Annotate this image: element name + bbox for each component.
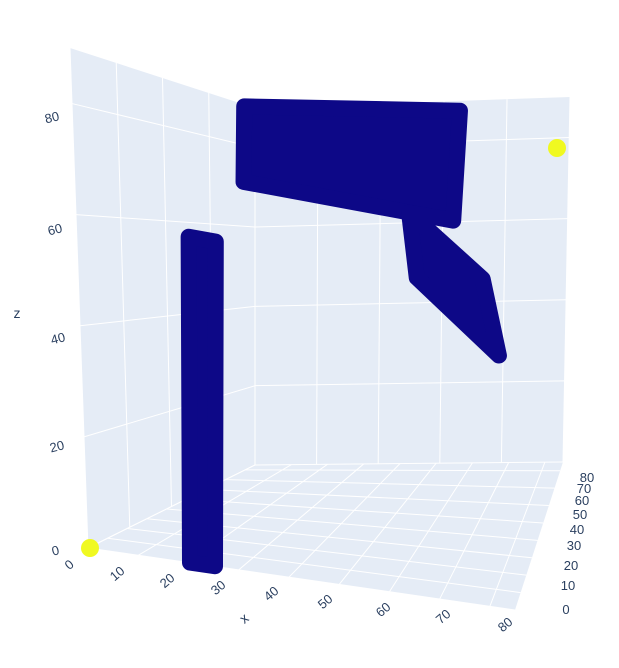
y-tick-label: 0 [562, 602, 569, 617]
x-tick-label: 10 [107, 563, 128, 584]
z-tick-label: 80 [43, 108, 61, 126]
y-tick-label: 80 [580, 470, 594, 485]
x-tick-label: 70 [433, 606, 454, 627]
grid-line [254, 299, 567, 307]
z-tick-label: 20 [48, 437, 66, 455]
grid-line [489, 461, 546, 607]
x-tick-label: 30 [208, 577, 229, 598]
data-marks [81, 98, 566, 575]
z-axis-title: z [14, 305, 21, 321]
grid-line [79, 305, 256, 327]
y-tick-label: 40 [570, 522, 584, 537]
x-tick-label: 80 [495, 614, 516, 635]
grid-line [225, 479, 555, 489]
grid-line [500, 99, 508, 463]
grid-line [562, 96, 571, 463]
grid-line [388, 462, 473, 593]
back-wall-left [70, 48, 255, 548]
grid-line [205, 488, 549, 507]
grid-line [254, 461, 564, 466]
grid-line [288, 463, 401, 578]
grid-line [338, 462, 437, 585]
data-point-marker[interactable] [81, 539, 99, 557]
z-tick-label: 40 [49, 329, 67, 347]
y-tick-label: 20 [564, 558, 578, 573]
z-tick-label: 60 [46, 220, 64, 238]
x-tick-label: 60 [373, 599, 394, 620]
grid-line [238, 463, 365, 571]
data-point-cluster[interactable] [180, 228, 224, 575]
x-axis-title: x [236, 610, 252, 627]
x-tick-label: 40 [261, 583, 282, 604]
grid-line [254, 380, 565, 387]
y-tick-label: 60 [575, 493, 589, 508]
grid-line [71, 103, 256, 149]
y-tick-label: 50 [573, 507, 587, 522]
x-tick-label: 0 [62, 556, 77, 572]
y-tick-label: 70 [577, 481, 591, 496]
grid-line [245, 469, 561, 472]
data-point-cluster[interactable] [235, 98, 468, 229]
grid-line [166, 508, 538, 541]
y-tick-label: 10 [561, 578, 575, 593]
grid-line [87, 464, 256, 549]
grid-line [162, 77, 172, 507]
x-tick-label: 20 [157, 570, 178, 591]
grid-line [115, 62, 131, 528]
grid-line [83, 385, 256, 438]
grid-line [69, 47, 89, 549]
x-tick-label: 50 [315, 591, 336, 612]
data-point-marker[interactable] [548, 139, 566, 157]
grid-line [186, 498, 544, 524]
grid-line [87, 547, 516, 611]
grid-line [107, 537, 521, 594]
data-point-cluster[interactable] [401, 204, 507, 364]
grid-line [75, 214, 256, 228]
y-tick-label: 30 [567, 538, 581, 553]
z-tick-label: 0 [50, 542, 61, 558]
grid-line [439, 462, 510, 600]
